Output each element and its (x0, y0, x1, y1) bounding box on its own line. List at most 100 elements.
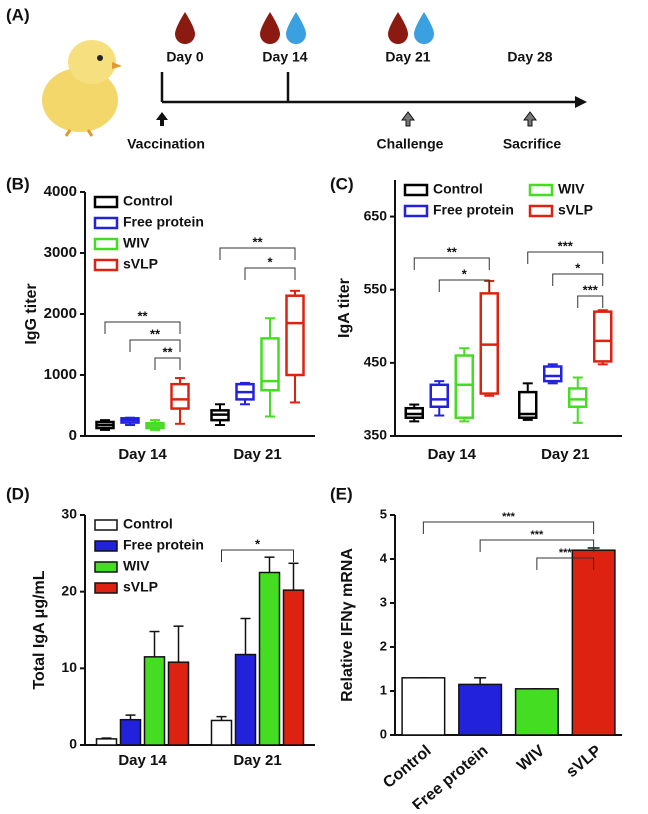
legend-swatch (94, 582, 118, 594)
legend-swatch (528, 204, 554, 218)
box (429, 383, 449, 408)
day-label: Day 21 (385, 49, 430, 65)
legend-label: sVLP (123, 579, 158, 595)
legend-swatch (94, 540, 118, 552)
legend-label: WIV (123, 235, 150, 251)
legend-swatch (93, 237, 119, 251)
significance-bracket (479, 539, 595, 552)
x-tick-label: Day 21 (233, 752, 281, 769)
significance-label: * (462, 266, 468, 281)
box (260, 337, 280, 392)
legend-label: Control (123, 516, 173, 532)
y-tick-label: 3000 (44, 244, 77, 261)
x-tick-label: WIV (514, 742, 548, 775)
bar (401, 677, 446, 736)
y-tick-label: 3 (380, 594, 387, 609)
panel-a: (A) Day 0 Day 14 Day 21 Day 28 Vaccinati… (6, 5, 587, 152)
timeline-arrow (575, 96, 587, 108)
significance-bracket (104, 321, 181, 334)
x-tick-label: Day 14 (118, 446, 167, 463)
fluid-drop (286, 12, 306, 44)
x-tick-label: Day 14 (428, 446, 477, 463)
box (454, 354, 474, 419)
significance-label: * (267, 254, 273, 269)
panel-label: (B) (6, 174, 30, 193)
significance-bracket (552, 273, 604, 286)
event-label: Challenge (377, 136, 444, 152)
bar (458, 683, 503, 736)
significance-bracket (244, 267, 296, 280)
legend-swatch (94, 561, 118, 573)
legend-swatch (403, 183, 429, 197)
box (285, 294, 305, 377)
legend-label: Control (123, 193, 173, 209)
legend-swatch (93, 258, 119, 272)
legend-swatch (528, 183, 554, 197)
legend-swatch (93, 216, 119, 230)
y-tick-label: 20 (61, 582, 77, 598)
y-axis-label: Total IgA μg/mL (31, 570, 48, 689)
y-tick-label: 350 (364, 427, 388, 443)
box (170, 382, 190, 410)
legend-swatch (93, 195, 119, 209)
significance-bracket (527, 251, 604, 264)
event-label: Sacrifice (503, 136, 562, 152)
significance-label: ** (150, 326, 161, 341)
significance-label: ** (447, 244, 458, 259)
significance-bracket (154, 357, 181, 370)
legend-label: sVLP (558, 202, 593, 218)
significance-label: ** (252, 234, 263, 249)
significance-bracket (536, 557, 595, 570)
legend-label: Free protein (123, 214, 204, 230)
significance-label: *** (559, 547, 573, 559)
y-tick-label: 1 (380, 682, 387, 697)
axis (394, 180, 622, 437)
legend-label: Free protein (433, 202, 514, 218)
y-tick-label: 2 (380, 638, 387, 653)
y-tick-label: 0 (69, 427, 77, 444)
x-tick-label: Day 21 (233, 446, 281, 463)
legend-swatch (403, 204, 429, 218)
bar (514, 688, 559, 736)
significance-label: ** (137, 308, 148, 323)
y-tick-label: 0 (69, 736, 77, 752)
legend-label: sVLP (123, 256, 158, 272)
y-tick-label: 10 (61, 659, 77, 675)
bar (119, 718, 142, 746)
day-label: Day 14 (262, 49, 307, 65)
panel-label: (A) (6, 5, 30, 24)
significance-label: *** (502, 511, 516, 523)
bar (210, 719, 233, 746)
event-arrow (156, 112, 168, 126)
legend-swatch (94, 519, 118, 531)
box (593, 310, 613, 363)
fluid-drop (414, 12, 434, 44)
legend-label: Control (433, 181, 483, 197)
y-tick-label: 650 (364, 207, 388, 223)
y-axis-label: IgG titer (23, 283, 40, 344)
bar (258, 571, 281, 746)
legend-label: WIV (123, 558, 150, 574)
box (543, 365, 563, 383)
blood-drop (175, 12, 195, 44)
significance-label: *** (558, 238, 574, 253)
event-label: Vaccination (127, 136, 205, 152)
y-tick-label: 4000 (44, 183, 77, 200)
panel-label: (D) (6, 484, 30, 503)
significance-bracket (413, 257, 490, 270)
event-arrow (523, 111, 537, 127)
bar (143, 656, 166, 746)
x-tick-label: Control (380, 742, 435, 792)
x-tick-label: sVLP (563, 742, 605, 781)
significance-bracket (438, 279, 490, 292)
significance-bracket (129, 339, 181, 352)
legend-label: Free protein (123, 537, 204, 553)
blood-drop (260, 12, 280, 44)
significance-label: *** (530, 529, 544, 541)
y-axis-label: Relative IFNγ mRNA (339, 548, 356, 702)
day-label: Day 28 (507, 49, 552, 65)
bar (167, 661, 190, 746)
bar (95, 738, 118, 746)
y-tick-label: 1000 (44, 366, 77, 383)
